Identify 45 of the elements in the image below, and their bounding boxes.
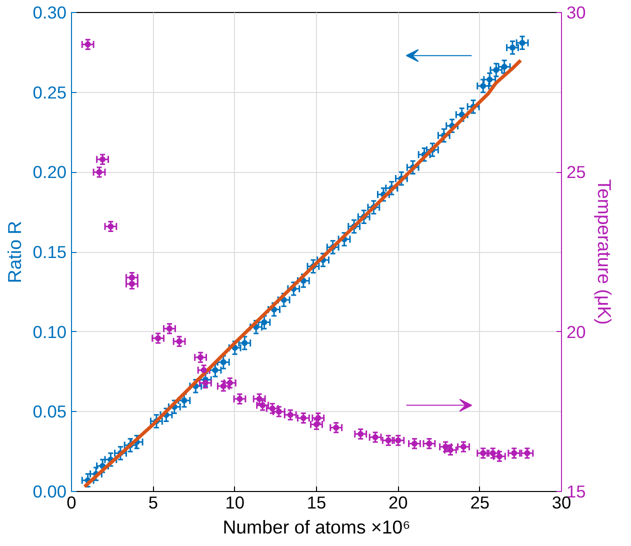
point (176, 338, 182, 344)
point (212, 367, 218, 374)
point (287, 412, 294, 418)
point (524, 450, 530, 456)
point (236, 396, 243, 402)
point (510, 44, 516, 51)
point (358, 431, 364, 438)
y-tick-label: 0.30 (32, 2, 67, 22)
y-tick-label: 0.20 (32, 162, 67, 182)
point (261, 319, 268, 326)
point (220, 359, 226, 366)
point (511, 450, 518, 456)
point (242, 340, 248, 346)
point (426, 440, 432, 447)
y2-axis-title: Temperature (μK) (594, 179, 615, 325)
y-tick-label: 0.00 (32, 482, 67, 502)
x-axis-title: Number of atoms ×10⁶ (222, 516, 410, 538)
point (108, 223, 114, 230)
y2-tick-label: 20 (566, 322, 586, 342)
point (333, 424, 340, 431)
point (493, 66, 500, 73)
x-tick-label: 25 (470, 492, 490, 512)
point (155, 335, 162, 342)
point (181, 397, 188, 404)
point (480, 82, 486, 89)
y2-tick-label: 30 (566, 2, 586, 22)
point (501, 64, 508, 70)
y2-tick-label: 25 (566, 162, 586, 182)
point (486, 76, 493, 83)
y-tick-label: 0.05 (32, 402, 67, 422)
x-tick-label: 10 (225, 492, 244, 512)
y-tick-label: 0.15 (32, 242, 67, 262)
x-tick-label: 5 (148, 492, 158, 512)
point (84, 41, 91, 48)
y-axis-title: Ratio R (4, 220, 25, 284)
y-tick-label: 0.10 (32, 322, 67, 342)
point (372, 434, 378, 440)
point (519, 40, 526, 46)
y-tick-label: 0.25 (32, 82, 67, 102)
line-series (82, 58, 522, 488)
x-tick-label: 20 (388, 492, 408, 512)
x-tick-label: 30 (552, 492, 572, 512)
point (300, 415, 306, 422)
x-tick-label: 15 (306, 492, 326, 512)
x-tick-label: 0 (66, 492, 76, 512)
